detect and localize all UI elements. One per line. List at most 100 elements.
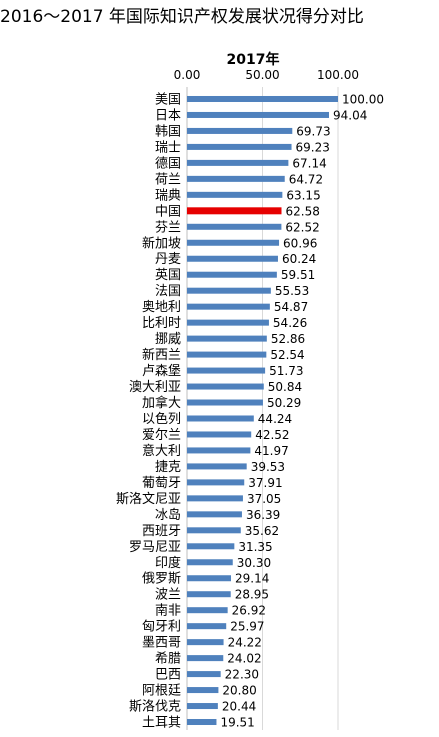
bar [187, 527, 241, 534]
category-label: 意大利 [142, 443, 181, 459]
data-label: 42.52 [255, 428, 289, 442]
data-label: 52.54 [270, 348, 304, 362]
category-label: 俄罗斯 [142, 572, 181, 587]
category-label: 挪威 [155, 332, 181, 347]
category-label: 南非 [155, 603, 181, 619]
x-tick-label: 0.00 [174, 68, 201, 82]
bar [187, 543, 235, 550]
category-label: 法国 [155, 284, 181, 299]
data-label: 54.26 [273, 316, 307, 330]
data-label: 24.22 [228, 636, 262, 650]
bar [187, 351, 267, 358]
bar [187, 719, 217, 726]
category-label: 比利时 [142, 316, 181, 331]
category-label: 以色列 [142, 411, 181, 427]
data-label: 63.15 [286, 188, 320, 202]
bar [187, 479, 245, 486]
category-label: 英国 [155, 268, 181, 283]
data-label: 30.30 [237, 556, 271, 570]
category-labels: 美国日本韩国瑞士德国荷兰瑞典中国芬兰新加坡丹麦英国法国奥地利比利时挪威新西兰卢森… [116, 92, 181, 730]
bar [187, 511, 242, 518]
category-label: 西班牙 [142, 524, 181, 539]
data-label: 31.35 [238, 540, 272, 554]
data-label: 35.62 [245, 524, 279, 538]
category-label: 葡萄牙 [142, 476, 181, 491]
data-label: 22.30 [225, 668, 259, 682]
bar [187, 287, 271, 294]
data-label: 52.86 [271, 332, 305, 346]
bar [187, 575, 232, 582]
category-label: 中国 [155, 204, 181, 219]
data-label: 94.04 [333, 108, 367, 122]
bar [187, 95, 338, 102]
category-label: 墨西哥 [142, 636, 181, 651]
bar [187, 383, 264, 390]
bars [187, 95, 338, 726]
bar [187, 159, 289, 166]
bar [187, 415, 254, 422]
category-label: 日本 [155, 108, 181, 123]
x-axis-ticks: 0.00 50.00 100.00 [174, 68, 359, 82]
data-label: 20.80 [222, 684, 256, 698]
category-label: 冰岛 [155, 507, 181, 523]
category-label: 罗马尼亚 [129, 540, 181, 555]
bar [187, 335, 267, 342]
bar [187, 703, 218, 710]
data-label: 60.96 [283, 236, 317, 250]
data-label: 24.02 [227, 652, 261, 666]
data-label: 67.14 [292, 156, 326, 170]
bar [187, 143, 292, 150]
chart-title: 2017年 [227, 51, 280, 68]
category-label: 韩国 [155, 124, 181, 139]
data-label: 19.51 [220, 716, 254, 730]
bar [187, 639, 224, 646]
category-label: 奥地利 [142, 300, 181, 315]
bar [187, 463, 247, 470]
category-label: 澳大利亚 [129, 379, 181, 395]
category-label: 卢森堡 [142, 363, 181, 379]
bar [187, 399, 263, 406]
data-label: 26.92 [232, 604, 266, 618]
data-label: 37.91 [248, 476, 282, 490]
category-label: 荷兰 [155, 172, 181, 187]
category-label: 巴西 [155, 668, 181, 683]
data-label: 69.73 [296, 124, 330, 138]
bar [187, 223, 282, 230]
bar [187, 271, 277, 278]
data-label: 62.58 [285, 204, 319, 218]
bar [187, 655, 224, 662]
data-label: 55.53 [275, 284, 309, 298]
data-label: 59.51 [281, 268, 315, 282]
category-label: 瑞士 [155, 140, 181, 155]
data-label: 69.23 [296, 140, 330, 154]
x-tick-label: 50.00 [245, 68, 279, 82]
category-label: 德国 [155, 156, 181, 171]
bar [187, 687, 219, 694]
bar [187, 447, 251, 454]
category-label: 印度 [155, 555, 181, 571]
data-label: 37.05 [247, 492, 281, 506]
data-label: 29.14 [235, 572, 269, 586]
bar [187, 303, 270, 310]
data-label: 36.39 [246, 508, 280, 522]
data-label: 25.97 [230, 620, 264, 634]
bar [187, 207, 282, 215]
data-label: 20.44 [222, 700, 256, 714]
category-label: 斯洛文尼亚 [116, 492, 181, 507]
document-title: 2016～2017 年国际知识产权发展状况得分对比 [0, 7, 364, 27]
bar [187, 591, 231, 598]
bar [187, 623, 227, 630]
category-label: 斯洛伐克 [129, 700, 181, 715]
data-label: 28.95 [235, 588, 269, 602]
x-tick-label: 100.00 [317, 68, 359, 82]
bar [187, 239, 280, 246]
category-label: 波兰 [155, 588, 181, 603]
bar [187, 607, 228, 614]
data-label: 39.53 [251, 460, 285, 474]
data-label: 100.00 [342, 92, 384, 106]
bar [187, 495, 243, 502]
bar [187, 319, 269, 326]
data-label: 62.52 [285, 220, 319, 234]
